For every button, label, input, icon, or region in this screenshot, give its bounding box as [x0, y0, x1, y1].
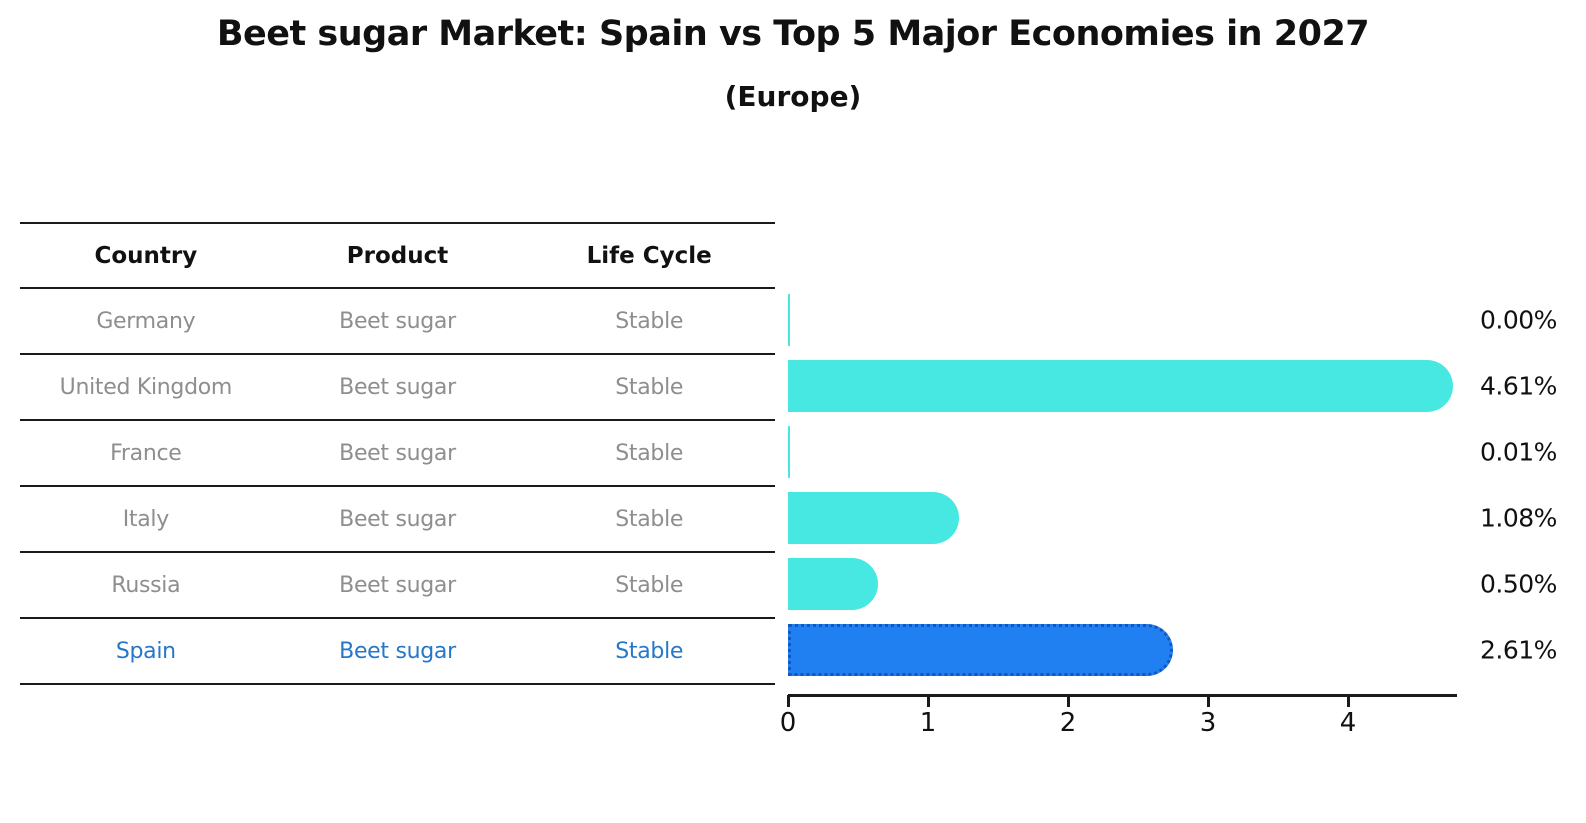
bar — [788, 492, 960, 544]
table-row: France Beet sugar Stable — [20, 421, 775, 487]
table-header-row: Country Product Life Cycle — [20, 222, 775, 289]
bar-value-label: 0.50% — [1480, 569, 1557, 599]
table-cell-life-cycle: Stable — [615, 506, 684, 532]
table-header-product: Product — [346, 242, 449, 269]
table-cell-country: Germany — [96, 308, 196, 334]
table-header-country: Country — [94, 242, 198, 269]
table-cell-product: Beet sugar — [339, 440, 456, 466]
table-row: Spain Beet sugar Stable — [20, 619, 775, 685]
x-tick-label: 0 — [779, 708, 797, 738]
table-cell-life-cycle: Stable — [615, 440, 684, 466]
x-tick-label: 1 — [919, 708, 937, 738]
country-table: Country Product Life Cycle Germany Beet s… — [20, 222, 775, 685]
bar-highlight — [788, 624, 1174, 676]
bar — [788, 558, 878, 610]
table-cell-product: Beet sugar — [339, 506, 456, 532]
table-row: Russia Beet sugar Stable — [20, 553, 775, 619]
table-cell-life-cycle: Stable — [615, 638, 684, 664]
bar — [788, 294, 790, 346]
table-cell-country: Spain — [115, 638, 176, 664]
x-axis-line — [788, 694, 1457, 697]
bar-value-label: 4.61% — [1480, 371, 1557, 401]
table-header-life-cycle: Life Cycle — [586, 242, 712, 269]
table-cell-product: Beet sugar — [339, 572, 456, 598]
table-cell-life-cycle: Stable — [615, 374, 684, 400]
table-cell-country: Russia — [111, 572, 181, 598]
x-tick-mark — [1347, 695, 1350, 707]
x-tick-mark — [1067, 695, 1070, 707]
table-cell-country: Italy — [122, 506, 170, 532]
bar-value-label: 2.61% — [1480, 635, 1557, 665]
table-cell-country: France — [110, 440, 182, 466]
x-tick-mark — [787, 695, 790, 707]
chart-subtitle: (Europe) — [724, 80, 862, 113]
x-tick-label: 4 — [1339, 708, 1357, 738]
table-cell-product: Beet sugar — [339, 308, 456, 334]
table-row: United Kingdom Beet sugar Stable — [20, 355, 775, 421]
table-cell-life-cycle: Stable — [615, 308, 684, 334]
x-tick-label: 3 — [1199, 708, 1217, 738]
x-tick-label: 2 — [1059, 708, 1077, 738]
chart-title: Beet sugar Market: Spain vs Top 5 Major … — [216, 14, 1370, 54]
bar-value-label: 0.01% — [1480, 437, 1557, 467]
table-cell-product: Beet sugar — [339, 638, 456, 664]
bar-value-label: 1.08% — [1480, 503, 1557, 533]
table-cell-country: United Kingdom — [59, 374, 233, 400]
x-tick-mark — [927, 695, 930, 707]
table-cell-product: Beet sugar — [339, 374, 456, 400]
table-row: Italy Beet sugar Stable — [20, 487, 775, 553]
table-body: Germany Beet sugar Stable United Kingdom Bee… — [20, 289, 775, 685]
table-row: Germany Beet sugar Stable — [20, 289, 775, 355]
bar — [788, 426, 790, 478]
bar — [788, 360, 1454, 412]
bar-value-label: 0.00% — [1480, 305, 1557, 335]
x-tick-mark — [1207, 695, 1210, 707]
table-cell-life-cycle: Stable — [615, 572, 684, 598]
